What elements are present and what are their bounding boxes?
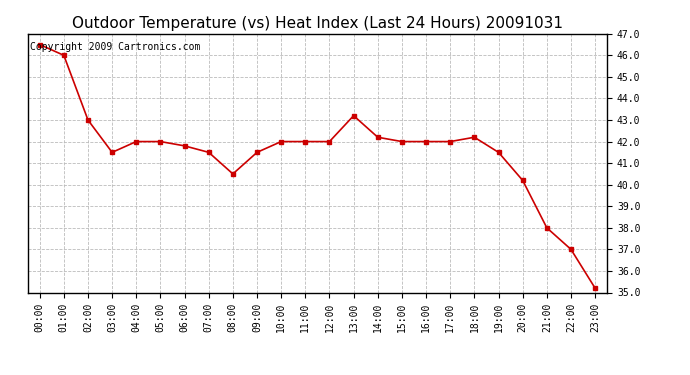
Title: Outdoor Temperature (vs) Heat Index (Last 24 Hours) 20091031: Outdoor Temperature (vs) Heat Index (Las…	[72, 16, 563, 31]
Text: Copyright 2009 Cartronics.com: Copyright 2009 Cartronics.com	[30, 42, 201, 51]
